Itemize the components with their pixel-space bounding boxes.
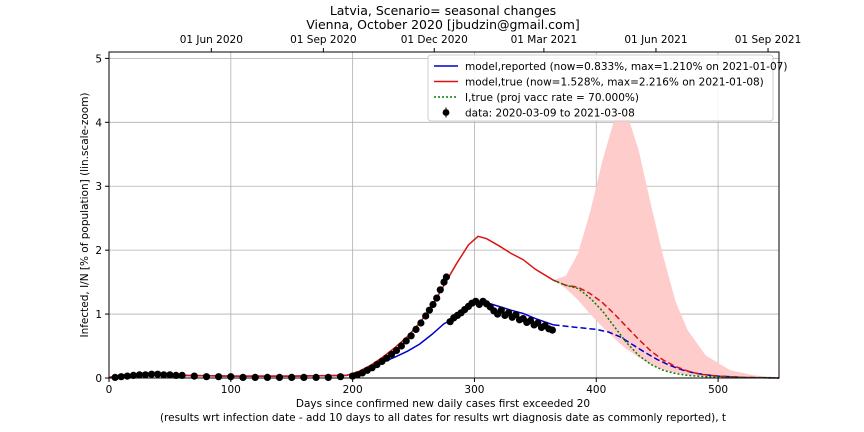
data-point <box>202 373 211 381</box>
data-point <box>324 373 332 381</box>
data-point <box>288 373 296 381</box>
data-markers <box>111 273 557 381</box>
legend-label-3: data: 2020-03-09 to 2021-03-08 <box>465 108 635 120</box>
series-line-1 <box>553 324 780 379</box>
data-point <box>166 371 174 379</box>
data-point <box>123 372 131 380</box>
data-point <box>172 371 180 379</box>
legend-marker <box>442 109 450 116</box>
y-tick-label: 1 <box>95 309 102 321</box>
data-point <box>548 326 557 334</box>
data-point <box>497 306 505 314</box>
top-tick-label: 01 Sep 2020 <box>290 34 357 46</box>
legend-label-0: model,reported (now=0.833%, max=1.210% o… <box>465 61 787 73</box>
data-point <box>300 373 308 381</box>
x-tick-label: 100 <box>221 384 241 396</box>
data-point <box>392 346 401 355</box>
y-tick-label: 5 <box>95 53 102 65</box>
y-axis-ticks: 0 1 2 3 4 5 <box>95 53 109 385</box>
data-point <box>407 332 415 340</box>
data-point <box>429 300 437 309</box>
chart-title: Latvia, Scenario= seasonal changes <box>330 3 556 18</box>
data-point <box>397 342 405 350</box>
x-axis-ticks: 0 100 200 300 400 500 <box>106 378 728 396</box>
chart-subtitle: Vienna, October 2020 [jbudzin@gmail.com] <box>306 17 580 32</box>
x-tick-label: 200 <box>343 384 363 396</box>
data-point <box>383 354 391 362</box>
data-point <box>422 312 430 320</box>
legend-label-1: model,true (now=1.528%, max=2.216% on 20… <box>465 77 764 89</box>
legend: model,reported (now=0.833%, max=1.210% o… <box>427 54 787 122</box>
plot-frame <box>108 51 780 379</box>
y-tick-label: 4 <box>95 117 102 129</box>
y-axis-label: Infected, I/N [% of population] (lin.sca… <box>79 92 91 337</box>
data-point <box>442 273 450 281</box>
top-tick-label: 01 Mar 2021 <box>511 34 578 46</box>
y-tick-label: 3 <box>95 181 102 193</box>
data-point <box>148 370 156 378</box>
data-point <box>117 373 125 381</box>
top-tick-label: 01 Jun 2021 <box>624 34 687 46</box>
data-point <box>154 370 162 378</box>
series-line-3 <box>553 279 780 379</box>
data-point <box>417 319 425 327</box>
x-tick-label: 500 <box>708 384 728 396</box>
data-point <box>512 311 520 319</box>
data-point <box>160 371 168 379</box>
x-axis-label: Days since confirmed new daily cases fir… <box>296 398 590 410</box>
data-point <box>251 373 259 381</box>
data-point <box>433 294 441 302</box>
x-axis-label-note: (results wrt infection date - add 10 day… <box>160 412 726 424</box>
data-point <box>412 325 420 333</box>
data-point <box>388 350 396 358</box>
y-tick-label: 2 <box>95 245 102 257</box>
top-tick-label: 01 Dec 2020 <box>401 34 468 46</box>
top-axis-ticks: 01 Jun 2020 01 Sep 2020 01 Dec 2020 01 Mar … <box>180 34 802 52</box>
data-point <box>141 371 150 379</box>
data-point <box>275 373 284 381</box>
data-point <box>312 373 320 381</box>
top-tick-label: 01 Sep 2021 <box>735 34 802 46</box>
data-point <box>436 286 444 294</box>
data-point <box>239 373 247 381</box>
top-tick-label: 01 Jun 2020 <box>180 34 243 46</box>
data-point <box>129 371 137 379</box>
series-line-4 <box>553 279 780 379</box>
x-tick-label: 0 <box>106 384 113 396</box>
data-point <box>178 371 186 379</box>
data-point <box>425 306 433 314</box>
y-tick-label: 0 <box>95 373 102 385</box>
legend-box <box>427 54 774 122</box>
plot-area <box>108 51 780 381</box>
data-point <box>215 373 223 381</box>
x-tick-label: 300 <box>464 384 484 396</box>
x-tick-label: 400 <box>586 384 606 396</box>
data-point <box>263 373 271 381</box>
legend-label-2: I,true (proj vacc rate = 70.000%) <box>465 92 639 104</box>
data-point <box>111 373 119 381</box>
data-point <box>190 372 198 380</box>
data-point <box>135 371 144 379</box>
data-point <box>402 337 410 345</box>
data-point <box>336 373 345 381</box>
